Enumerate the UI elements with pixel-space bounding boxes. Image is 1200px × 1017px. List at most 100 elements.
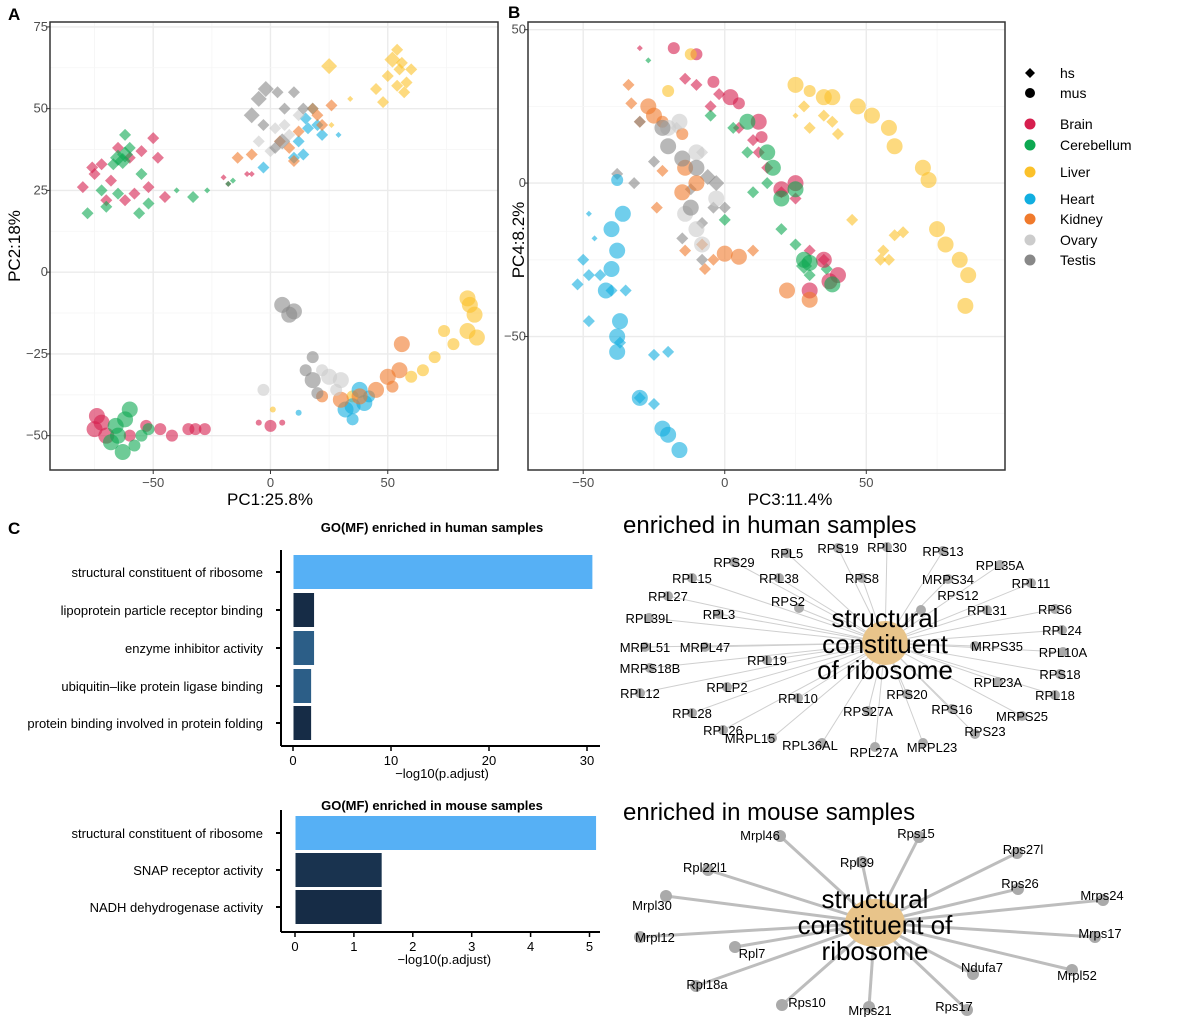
point-mus-liver xyxy=(880,119,897,136)
gene-label: Rpl18a xyxy=(686,977,728,992)
network-gene-node xyxy=(774,830,786,842)
network-edge xyxy=(665,894,876,925)
point-mus-cerebellum xyxy=(739,113,756,130)
point-mus-kidney xyxy=(368,381,385,398)
network-gene-node xyxy=(793,693,803,703)
gene-label: Rpl22l1 xyxy=(683,860,727,875)
gene-label: RPL38 xyxy=(759,571,799,586)
point-hs-brain xyxy=(244,171,251,178)
gene-label: RPL23A xyxy=(974,675,1023,690)
gene-label: RPL15 xyxy=(672,571,712,586)
x-axis-title: PC1:25.8% xyxy=(227,490,313,509)
point-hs-brain xyxy=(95,158,108,171)
network-gene-node xyxy=(640,642,650,652)
y-tick-label: −50 xyxy=(504,329,526,344)
category-label: structural constituent of ribosome xyxy=(72,826,263,841)
bar-chart-human: GO(MF) enriched in human samples structur… xyxy=(27,520,600,781)
point-mus-cerebellum xyxy=(121,401,138,418)
x-tick-label: 0 xyxy=(289,753,296,768)
network-gene-node xyxy=(833,543,843,553)
center-term-label: of ribosome xyxy=(817,655,953,685)
point-mus-ovary xyxy=(316,364,329,377)
point-mus-cerebellum xyxy=(764,159,781,176)
point-mus-cerebellum xyxy=(824,276,841,293)
point-mus-liver xyxy=(428,351,441,364)
network-edge xyxy=(704,642,886,648)
gene-label: RPL26 xyxy=(703,723,743,738)
point-hs-kidney xyxy=(245,148,258,161)
point-hs-liver xyxy=(328,122,335,129)
x-tick-label: 3 xyxy=(468,939,475,954)
network-center-node xyxy=(845,899,905,947)
center-term-label: structural xyxy=(822,884,929,914)
gene-label: RPS20 xyxy=(886,687,927,702)
gene-label: Rps15 xyxy=(897,826,935,841)
network-gene-node xyxy=(1012,883,1024,895)
network-gene-node xyxy=(918,738,928,748)
point-hs-heart xyxy=(292,135,305,148)
network-edge xyxy=(884,582,1032,644)
point-hs-kidney xyxy=(656,164,669,177)
legend-circle-icon xyxy=(1025,88,1035,98)
legend-label: Ovary xyxy=(1060,232,1097,248)
network-gene-node xyxy=(863,706,873,716)
gene-label: Mrpl12 xyxy=(635,930,675,945)
point-hs-cerebellum xyxy=(95,184,108,197)
pca-plot-a: −50 0 50 −50 −25 0 25 50 75 PC1:25.8% PC2:18% xyxy=(5,19,499,509)
point-hs-liver xyxy=(391,43,404,56)
point-hs-kidney xyxy=(316,119,329,132)
gene-label: RPL10A xyxy=(1039,645,1088,660)
point-mus-cerebellum xyxy=(102,434,119,451)
network-title: enriched in mouse samples xyxy=(623,799,915,826)
point-hs-ovary xyxy=(269,122,282,135)
network-gene-node xyxy=(916,605,926,615)
point-hs-testis xyxy=(633,115,646,128)
point-hs-liver xyxy=(874,253,887,266)
point-hs-brain xyxy=(86,161,99,174)
point-hs-testis xyxy=(297,102,310,115)
legend-diamond-icon xyxy=(1025,68,1035,78)
point-mus-liver xyxy=(849,98,866,115)
legend-label: hs xyxy=(1060,65,1075,81)
point-mus-testis xyxy=(688,159,705,176)
gene-label: RPL11 xyxy=(1012,576,1051,591)
point-hs-cerebellum xyxy=(229,177,236,184)
point-hs-kidney xyxy=(707,253,720,266)
gene-label: RPL5 xyxy=(771,546,804,561)
gene-label: RPL30 xyxy=(867,540,907,555)
gene-label: Rpl39 xyxy=(840,855,874,870)
network-gene-node xyxy=(995,560,1005,570)
network-gene-node xyxy=(776,999,788,1011)
network-edge xyxy=(648,617,886,644)
gene-label: RPL35A xyxy=(976,558,1025,573)
x-tick-label: 1 xyxy=(350,939,357,954)
point-hs-heart xyxy=(647,348,660,361)
point-hs-cerebellum xyxy=(112,187,125,200)
gene-label: MRPL23 xyxy=(907,740,958,755)
legend-label: Brain xyxy=(1060,116,1093,132)
network-edge xyxy=(884,564,1001,644)
point-mus-ovary xyxy=(708,190,725,207)
gene-label: MRPL47 xyxy=(680,640,731,655)
point-hs-cerebellum xyxy=(789,238,802,251)
network-gene-node xyxy=(634,931,646,943)
bar xyxy=(294,815,598,851)
network-gene-node xyxy=(722,682,732,692)
y-tick-label: 50 xyxy=(34,101,48,116)
bar xyxy=(292,630,316,666)
point-hs-kidney xyxy=(679,244,692,257)
gene-label: RPL12 xyxy=(620,686,660,701)
network-gene-node xyxy=(970,641,980,651)
network-edge xyxy=(722,642,886,731)
point-mus-brain xyxy=(165,429,178,442)
point-hs-heart xyxy=(591,235,598,242)
network-gene-node xyxy=(1026,578,1036,588)
point-hs-testis xyxy=(250,90,267,107)
point-mus-cerebellum xyxy=(142,423,155,436)
x-axis-title: PC3:11.4% xyxy=(748,490,833,509)
point-mus-ovary xyxy=(671,113,688,130)
network-gene-node xyxy=(947,704,957,714)
point-hs-testis xyxy=(243,107,260,124)
legend-label: Liver xyxy=(1060,164,1091,180)
